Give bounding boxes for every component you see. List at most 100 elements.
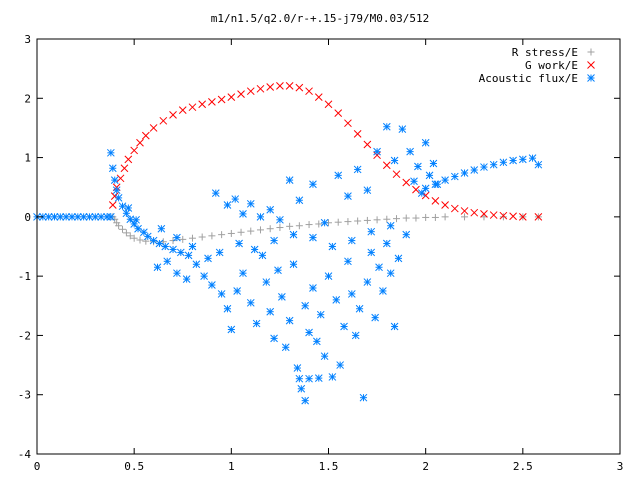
data-point-acoustic-flux <box>262 278 271 286</box>
data-point-acoustic-flux <box>406 147 414 156</box>
data-point-g-work <box>120 164 129 173</box>
data-point-acoustic-flux <box>118 202 127 211</box>
data-point-r-stress <box>247 227 255 235</box>
data-point-g-work <box>314 93 323 101</box>
data-point-acoustic-flux <box>285 316 294 325</box>
data-point-g-work <box>256 84 265 93</box>
data-point-acoustic-flux <box>289 230 298 239</box>
data-point-g-work <box>489 211 498 219</box>
data-point-g-work <box>169 111 177 119</box>
data-point-r-stress <box>136 236 144 244</box>
data-point-r-stress <box>119 225 127 233</box>
data-point-acoustic-flux <box>320 352 329 361</box>
data-point-g-work <box>392 170 401 179</box>
data-point-g-work <box>470 208 479 217</box>
legend-marker-acoustic-flux <box>587 74 595 82</box>
data-point-acoustic-flux <box>73 213 82 221</box>
data-point-g-work <box>246 87 255 96</box>
data-point-acoustic-flux <box>106 213 115 221</box>
data-point-g-work <box>363 140 372 149</box>
data-point-acoustic-flux <box>239 210 247 218</box>
data-point-acoustic-flux <box>97 213 105 221</box>
data-point-acoustic-flux <box>188 242 197 251</box>
data-point-acoustic-flux <box>157 224 166 233</box>
data-point-g-work <box>373 151 381 160</box>
x-tick-label: 3 <box>617 460 624 473</box>
data-point-g-work <box>285 81 294 90</box>
data-point-acoustic-flux <box>301 396 310 405</box>
data-point-acoustic-flux <box>353 165 362 174</box>
data-point-g-work <box>518 213 527 221</box>
data-point-g-work <box>334 109 343 117</box>
data-point-acoustic-flux <box>176 248 185 257</box>
data-point-acoustic-flux <box>266 307 275 316</box>
data-point-acoustic-flux <box>379 287 387 295</box>
data-point-acoustic-flux <box>320 218 329 227</box>
data-point-acoustic-flux <box>233 287 242 295</box>
data-point-r-stress <box>344 218 352 226</box>
data-point-r-stress <box>393 215 401 223</box>
data-point-acoustic-flux <box>309 284 317 292</box>
data-point-acoustic-flux <box>421 138 430 147</box>
data-point-acoustic-flux <box>470 166 479 174</box>
data-point-acoustic-flux <box>359 393 368 402</box>
data-point-g-work <box>217 95 226 104</box>
data-point-acoustic-flux <box>394 254 403 263</box>
data-point-acoustic-flux <box>227 325 236 334</box>
data-point-r-stress <box>266 225 274 233</box>
data-point-acoustic-flux <box>414 162 422 171</box>
x-tick-label: 1.5 <box>319 460 339 473</box>
plot-frame <box>36 38 621 455</box>
data-point-g-work <box>266 83 275 91</box>
data-point-acoustic-flux <box>217 290 226 298</box>
data-point-r-stress <box>315 220 323 228</box>
data-point-acoustic-flux <box>417 189 426 197</box>
data-point-acoustic-flux <box>276 215 284 224</box>
data-point-acoustic-flux <box>106 148 115 157</box>
y-tick-label: 0 <box>24 211 31 224</box>
data-point-g-work <box>110 192 119 200</box>
data-point-r-stress <box>422 213 430 221</box>
data-point-acoustic-flux <box>256 213 265 221</box>
data-point-acoustic-flux <box>204 254 212 263</box>
data-point-r-stress <box>363 216 371 224</box>
data-point-acoustic-flux <box>347 236 356 245</box>
data-point-acoustic-flux <box>223 304 232 313</box>
data-point-r-stress <box>431 213 439 221</box>
data-point-r-stress <box>218 231 226 239</box>
data-point-acoustic-flux <box>518 155 527 164</box>
data-point-acoustic-flux <box>200 272 208 280</box>
series-g-work <box>108 81 543 221</box>
data-point-acoustic-flux <box>223 201 232 209</box>
series-r-stress <box>109 213 542 246</box>
data-point-acoustic-flux <box>124 204 133 212</box>
data-point-acoustic-flux <box>332 296 341 304</box>
data-point-g-work <box>534 213 543 221</box>
data-point-acoustic-flux <box>85 213 94 221</box>
data-point-acoustic-flux <box>340 322 348 331</box>
data-point-acoustic-flux <box>312 337 321 346</box>
data-point-g-work <box>141 131 150 140</box>
data-point-acoustic-flux <box>382 239 391 248</box>
data-point-acoustic-flux <box>344 192 352 200</box>
data-point-acoustic-flux <box>429 159 438 168</box>
data-point-acoustic-flux <box>112 186 121 195</box>
data-point-acoustic-flux <box>50 213 59 221</box>
legend-label-acoustic-flux: Acoustic flux/E <box>479 72 578 85</box>
x-tick-label: 0.5 <box>124 460 144 473</box>
x-tick-label: 0 <box>34 460 41 473</box>
data-point-acoustic-flux <box>499 158 508 167</box>
data-point-g-work <box>159 116 168 125</box>
data-point-acoustic-flux <box>208 281 216 289</box>
data-point-r-stress <box>198 233 206 241</box>
data-point-g-work <box>136 138 144 147</box>
data-point-acoustic-flux <box>421 184 430 193</box>
data-point-r-stress <box>122 229 130 237</box>
data-point-acoustic-flux <box>402 230 411 239</box>
data-point-r-stress <box>441 213 449 221</box>
data-point-r-stress <box>208 232 216 240</box>
data-point-acoustic-flux <box>285 176 294 184</box>
data-point-acoustic-flux <box>371 313 379 322</box>
data-point-acoustic-flux <box>375 263 383 272</box>
